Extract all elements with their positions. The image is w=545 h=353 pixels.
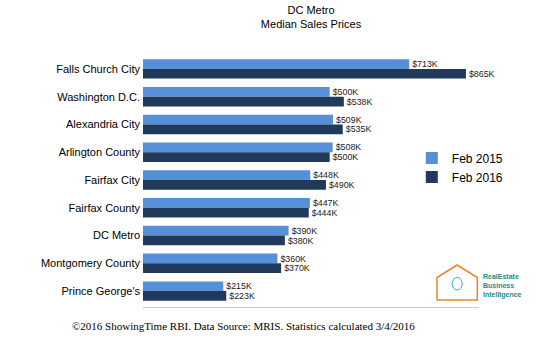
svg-text:$444K: $444K [312,208,338,218]
svg-text:$508K: $508K [336,142,362,152]
svg-text:Fairfax City: Fairfax City [84,174,140,186]
svg-text:$215K: $215K [226,281,252,291]
svg-text:$380K: $380K [288,236,314,246]
svg-text:$509K: $509K [336,115,362,125]
svg-text:$500K: $500K [333,152,359,162]
svg-text:$538K: $538K [347,97,373,107]
svg-text:Fairfax County: Fairfax County [68,202,140,214]
svg-text:$535K: $535K [346,124,372,134]
svg-text:DC MetroMedian Sales Prices: DC MetroMedian Sales Prices [261,4,362,30]
svg-text:$390K: $390K [292,226,318,236]
svg-text:$223K: $223K [229,291,255,301]
svg-text:DC Metro: DC Metro [93,229,140,241]
svg-text:$360K: $360K [280,254,306,264]
svg-text:RealEstateBusinessIntelligence: RealEstateBusinessIntelligence [483,273,522,299]
svg-text:$370K: $370K [284,263,310,273]
svg-text:$500K: $500K [333,87,359,97]
svg-text:Washington D.C.: Washington D.C. [57,91,140,103]
svg-text:Prince George's: Prince George's [61,285,140,297]
svg-text:$713K: $713K [412,59,438,69]
svg-text:$447K: $447K [313,198,339,208]
svg-text:$448K: $448K [313,170,339,180]
svg-text:©2016 ShowingTime RBI. Data So: ©2016 ShowingTime RBI. Data Source: MRIS… [72,320,415,332]
svg-text:Feb 2015: Feb 2015 [452,152,503,166]
svg-text:Falls Church City: Falls Church City [56,63,140,75]
svg-text:Feb 2016: Feb 2016 [452,171,503,185]
svg-text:Arlington County: Arlington County [59,146,141,158]
svg-text:$865K: $865K [469,69,495,79]
svg-text:$490K: $490K [329,180,355,190]
svg-text:Alexandria City: Alexandria City [66,118,140,130]
svg-text:Montgomery County: Montgomery County [41,257,141,269]
